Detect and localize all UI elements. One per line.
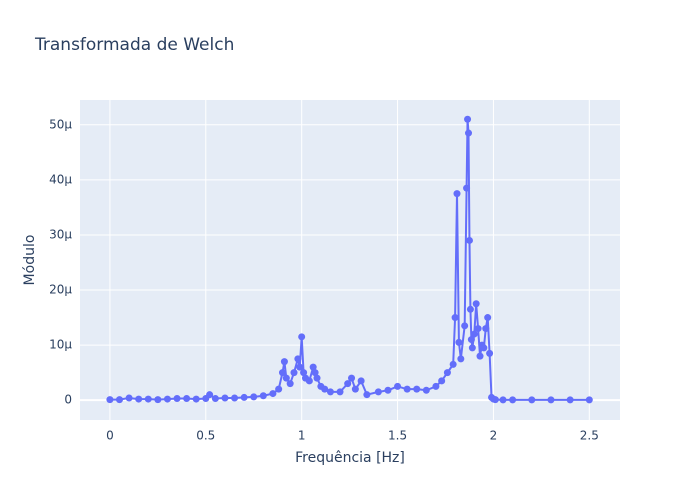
marker [135,395,143,403]
marker [280,358,288,366]
marker [298,333,306,341]
marker [240,393,248,401]
marker [357,377,365,385]
y-tick-label: 40μ [49,172,72,186]
marker [472,300,480,308]
x-tick-label: 2 [490,429,498,443]
marker [451,314,459,322]
marker [443,369,451,377]
x-tick-label: 1 [298,429,306,443]
marker [509,396,517,404]
marker [144,395,152,403]
marker [394,382,402,390]
marker [461,322,469,330]
marker [585,396,593,404]
marker [453,190,461,198]
marker [305,377,313,385]
marker [336,388,344,396]
marker [290,369,298,377]
marker [348,374,356,382]
marker [116,396,124,404]
marker [363,391,371,399]
marker [455,338,463,346]
marker [438,377,446,385]
x-tick-label: 2.5 [580,429,599,443]
marker [482,325,490,333]
marker [351,385,359,393]
marker [163,395,171,403]
marker [321,385,329,393]
marker [465,236,473,244]
marker [282,374,290,382]
marker [413,385,421,393]
marker [465,129,473,137]
marker [547,396,555,404]
marker [457,355,465,363]
marker [206,391,214,399]
marker [528,396,536,404]
marker [286,380,294,388]
marker [269,390,277,398]
marker [484,314,492,322]
marker [231,394,239,402]
marker [432,382,440,390]
marker [374,388,382,396]
marker [474,325,482,333]
marker [486,349,494,357]
plot-area [80,100,620,420]
marker [154,396,162,404]
marker [106,396,114,404]
x-tick-label: 0.5 [196,429,215,443]
chart-title: Transformada de Welch [34,35,234,55]
marker [192,395,200,403]
marker [311,369,319,377]
y-tick-label: 30μ [49,227,72,241]
marker [173,395,181,403]
marker [344,380,352,388]
marker [470,330,478,338]
y-tick-label: 20μ [49,283,72,297]
marker [326,388,334,396]
marker [275,385,283,393]
marker [403,385,411,393]
y-tick-label: 0 [64,393,72,407]
marker [221,394,229,402]
y-tick-label: 10μ [49,338,72,352]
marker [476,352,484,360]
y-axis-title: Módulo [22,235,38,286]
marker [125,394,133,402]
marker [211,395,219,403]
marker [499,396,507,404]
marker [566,396,574,404]
marker [480,344,488,352]
marker [300,369,308,377]
marker [464,115,472,123]
marker [466,305,474,313]
marker [463,184,471,192]
marker [309,363,317,371]
marker [449,360,457,368]
marker [259,392,267,400]
y-tick-label: 50μ [49,117,72,131]
marker [294,355,302,363]
marker [467,336,475,344]
marker [183,395,191,403]
marker [491,396,499,404]
x-tick-label: 1.5 [388,429,407,443]
marker [313,374,321,382]
x-tick-label: 0 [106,429,114,443]
marker [296,363,304,371]
marker [384,386,392,394]
marker [250,393,258,401]
marker [279,369,286,377]
marker [468,344,476,352]
marker [422,386,430,394]
x-axis-title: Frequência [Hz] [295,450,405,466]
